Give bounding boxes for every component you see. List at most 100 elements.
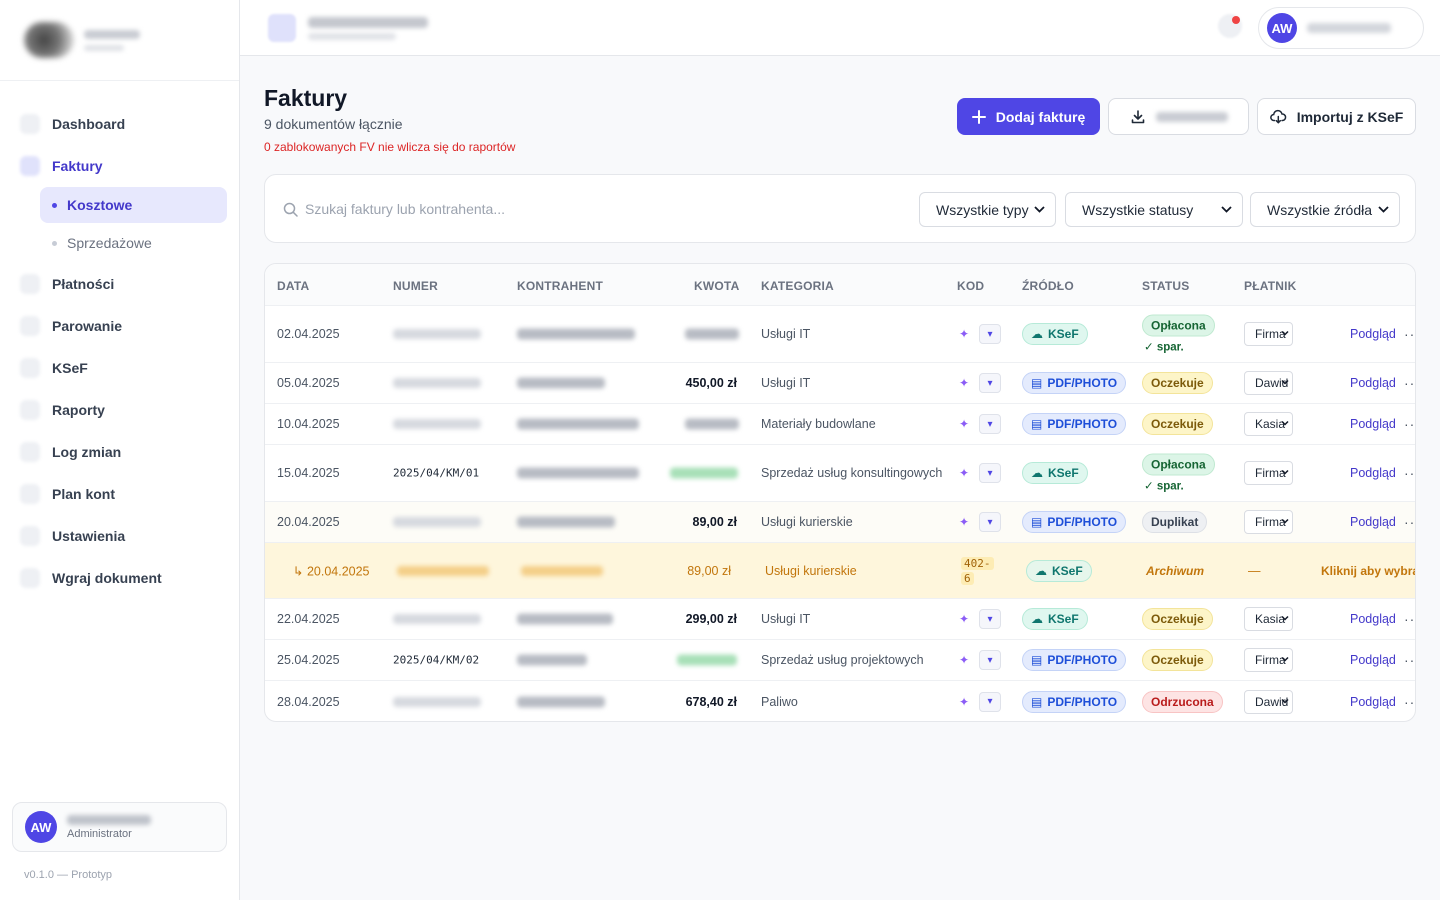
nav-item-parowanie[interactable]: Parowanie <box>0 305 239 347</box>
sparkle-icon[interactable]: ✦ <box>958 653 970 667</box>
organization-switcher[interactable] <box>268 14 428 42</box>
nav-item-ustawienia[interactable]: Ustawienia <box>0 515 239 557</box>
table-row[interactable]: 28.04.2025 678,40 zł Paliwo ✦ ▾ ▤ PDF/PHOT… <box>265 681 1416 721</box>
row-category: Usługi IT <box>761 327 811 341</box>
view-link[interactable]: Podgląd <box>1350 466 1396 480</box>
view-link[interactable]: Podgląd <box>1350 653 1396 667</box>
column-header-code[interactable]: KOD <box>957 279 985 293</box>
brand[interactable] <box>0 0 239 81</box>
nav-item-wgraj-dokument[interactable]: Wgraj dokument <box>0 557 239 599</box>
more-actions-icon[interactable]: ··· <box>1404 611 1416 627</box>
nav-item-log-zmian[interactable]: Log zmian <box>0 431 239 473</box>
payer-select[interactable]: Dawid <box>1244 689 1293 714</box>
type-filter-select[interactable]: Wszystkie typy <box>919 192 1056 227</box>
more-actions-icon[interactable]: ··· <box>1404 693 1416 710</box>
nav-item-plan-kont[interactable]: Plan kont <box>0 473 239 515</box>
payer-select[interactable]: Kasia <box>1244 607 1293 631</box>
row-amount-redacted <box>677 654 737 666</box>
more-actions-icon[interactable]: ··· <box>1404 465 1416 481</box>
user-role: Administrator <box>67 827 132 840</box>
export-button[interactable] <box>1108 98 1249 135</box>
source-filter-select[interactable]: Wszystkie źródła <box>1250 192 1400 227</box>
document-icon: ▤ <box>1031 694 1043 709</box>
account-code-icon[interactable]: ▾ <box>979 414 1001 434</box>
column-header-date[interactable]: DATA <box>277 279 310 293</box>
chevron-down-icon <box>1281 615 1289 621</box>
row-source: ☁ KSeF <box>1022 323 1088 345</box>
payer-select[interactable]: Dawid <box>1244 371 1293 395</box>
table-row[interactable]: 10.04.2025 Materiały budowlane ✦ ▾ ▤ PDF/P… <box>265 404 1415 445</box>
select-duplicate-action[interactable]: Kliknij aby wybrać <box>1321 563 1416 578</box>
more-actions-icon[interactable]: ··· <box>1404 326 1416 342</box>
payer-select[interactable]: Kasia <box>1244 412 1293 436</box>
nav-item-faktury[interactable]: Faktury <box>0 145 239 187</box>
payer-select[interactable]: Firma <box>1244 322 1293 346</box>
account-code-icon[interactable]: ▾ <box>979 691 1001 712</box>
table-header: DATA NUMER KONTRAHENT KWOTA KATEGORIA KO… <box>265 264 1415 306</box>
sidebar-user-card[interactable]: AW Administrator <box>12 802 227 852</box>
account-code-icon[interactable]: ▾ <box>979 650 1001 670</box>
account-code-icon[interactable]: ▾ <box>979 609 1001 629</box>
subnav-item-sprzedazowe[interactable]: Sprzedażowe <box>40 225 227 261</box>
chevron-down-icon <box>1281 518 1289 524</box>
table-row[interactable]: 25.04.2025 2025/04/KM/02 Sprzedaż usług … <box>265 640 1415 681</box>
status-filter-select[interactable]: Wszystkie statusy <box>1065 192 1243 227</box>
nav-item-dashboard[interactable]: Dashboard <box>0 103 239 145</box>
nav-item-ksef[interactable]: KSeF <box>0 347 239 389</box>
sparkle-icon[interactable]: ✦ <box>958 466 970 480</box>
account-code-icon[interactable]: ▾ <box>979 512 1001 532</box>
column-header-contractor[interactable]: KONTRAHENT <box>517 279 603 293</box>
sparkle-icon[interactable]: ✦ <box>958 376 970 390</box>
more-actions-icon[interactable]: ··· <box>1404 375 1416 391</box>
view-link[interactable]: Podgląd <box>1350 327 1396 341</box>
column-header-amount[interactable]: KWOTA <box>694 279 740 293</box>
view-link[interactable]: Podgląd <box>1350 376 1396 390</box>
subnav-item-kosztowe[interactable]: Kosztowe <box>40 187 227 223</box>
payer-select[interactable]: Firma <box>1244 510 1293 534</box>
column-header-number[interactable]: NUMER <box>393 279 438 293</box>
column-header-source[interactable]: ŹRÓDŁO <box>1022 279 1074 293</box>
view-link[interactable]: Podgląd <box>1350 515 1396 529</box>
chevron-down-icon <box>1281 420 1289 426</box>
sparkle-icon[interactable]: ✦ <box>958 694 970 709</box>
payer-select[interactable]: Firma <box>1244 461 1293 485</box>
row-status: Oczekuje <box>1142 608 1213 630</box>
column-header-status[interactable]: STATUS <box>1142 279 1190 293</box>
row-number-redacted <box>393 614 481 624</box>
table-row[interactable]: 05.04.2025 450,00 zł Usługi IT ✦ ▾ ▤ PDF/P… <box>265 363 1415 404</box>
table-row[interactable]: 20.04.2025 89,00 zł Usługi kurierskie ✦ ▾… <box>265 502 1415 543</box>
document-icon: ▤ <box>1031 653 1043 667</box>
payments-icon <box>20 274 40 294</box>
more-actions-icon[interactable]: ··· <box>1404 652 1416 668</box>
payer-select[interactable]: Firma <box>1244 648 1293 672</box>
account-code-icon[interactable]: ▾ <box>979 324 1001 344</box>
nav-item-raporty[interactable]: Raporty <box>0 389 239 431</box>
search-icon <box>283 202 298 217</box>
account-code-icon[interactable]: ▾ <box>979 373 1001 393</box>
sparkle-icon[interactable]: ✦ <box>958 327 970 341</box>
cloud-icon: ☁ <box>1031 466 1043 480</box>
sparkle-icon[interactable]: ✦ <box>958 417 970 431</box>
row-date: 28.04.2025 <box>277 694 340 709</box>
sparkle-icon[interactable]: ✦ <box>958 612 970 626</box>
user-menu[interactable]: AW <box>1258 7 1424 49</box>
search-input[interactable] <box>305 197 865 221</box>
duplicate-table-row[interactable]: ↳ 20.04.2025 89,00 zł Usługi kurierskie … <box>265 543 1415 599</box>
nav-item-platnosci[interactable]: Płatności <box>0 263 239 305</box>
view-link[interactable]: Podgląd <box>1350 694 1396 709</box>
import-ksef-button[interactable]: Importuj z KSeF <box>1257 98 1416 135</box>
column-header-payer[interactable]: PŁATNIK <box>1244 279 1297 293</box>
table-row[interactable]: 15.04.2025 2025/04/KM/01 Sprzedaż usług … <box>265 445 1415 502</box>
table-row[interactable]: 22.04.2025 299,00 zł Usługi IT ✦ ▾ ☁ KSeF … <box>265 599 1415 640</box>
add-invoice-button[interactable]: Dodaj fakturę <box>957 98 1100 135</box>
view-link[interactable]: Podgląd <box>1350 417 1396 431</box>
table-row[interactable]: 02.04.2025 Usługi IT ✦ ▾ ☁ KSeF Opłacona ✓ … <box>265 306 1415 363</box>
column-header-category[interactable]: KATEGORIA <box>761 279 834 293</box>
sparkle-icon[interactable]: ✦ <box>958 515 970 529</box>
more-actions-icon[interactable]: ··· <box>1404 514 1416 530</box>
row-category: Usługi IT <box>761 612 811 626</box>
account-code-icon[interactable]: ▾ <box>979 463 1001 483</box>
row-status: Oczekuje <box>1142 372 1213 394</box>
more-actions-icon[interactable]: ··· <box>1404 416 1416 432</box>
view-link[interactable]: Podgląd <box>1350 612 1396 626</box>
